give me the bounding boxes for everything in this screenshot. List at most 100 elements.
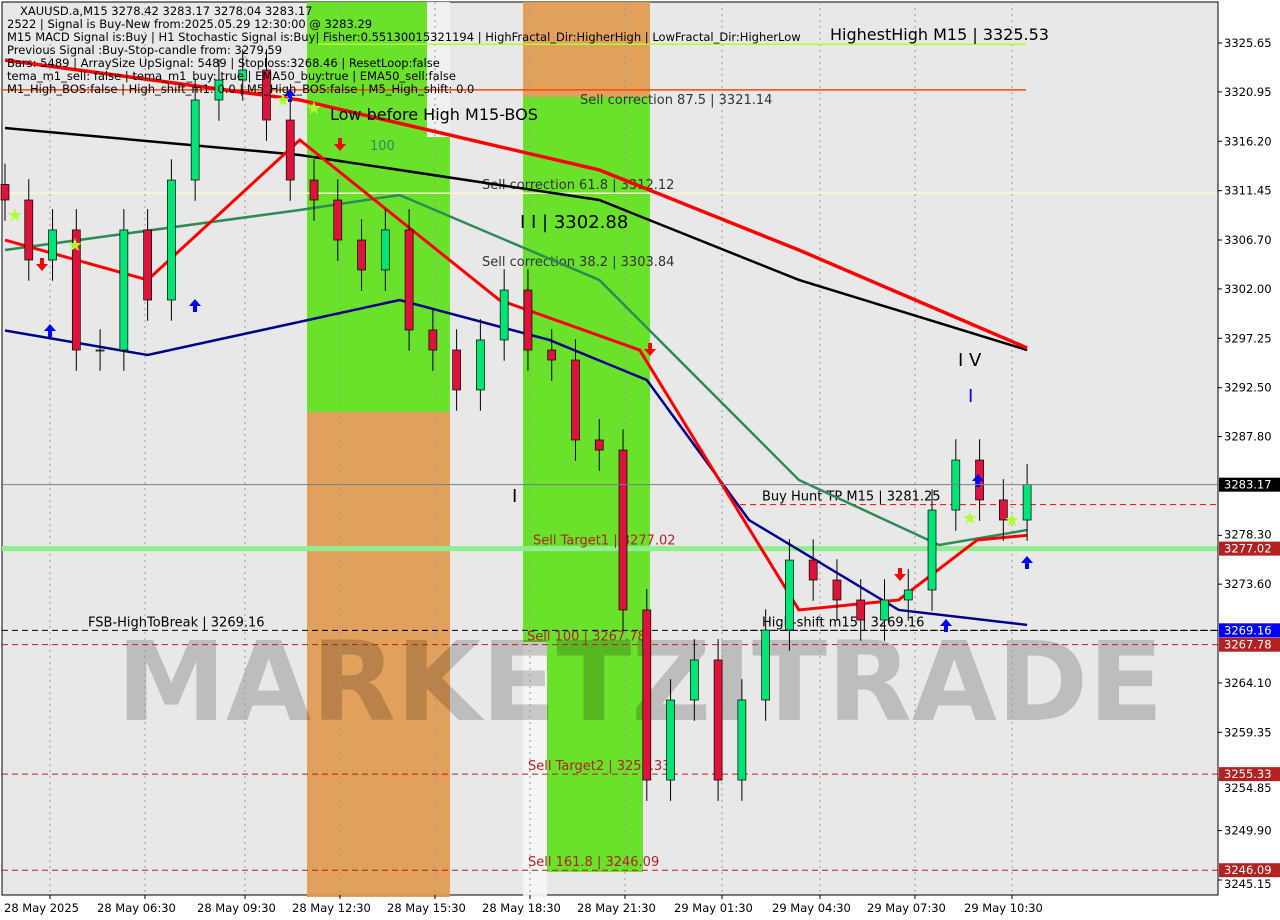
moving-average-line [4, 138, 1028, 612]
x-tick-label: 28 May 15:30 [387, 901, 466, 915]
info-line-tema: tema_m1_sell: false | tema_m1_buy: true … [7, 69, 456, 83]
star-icon: ★ [7, 205, 23, 226]
star-icon: ★ [962, 508, 978, 529]
candle-body [0, 184, 10, 201]
y-tick-label: 3264.10 [1224, 676, 1272, 690]
x-tick-label: 28 May 18:30 [482, 901, 561, 915]
price-tag-label: 3255.33 [1224, 767, 1272, 781]
level-label: Sell 161.8 | 3246.09 [528, 855, 659, 870]
price-tag-label: 3267.78 [1224, 638, 1272, 652]
star-icon: ★ [306, 98, 322, 119]
moving-average-line [4, 298, 1028, 627]
chart-annotation: 100 [370, 139, 395, 154]
buy-arrow-icon [940, 619, 952, 632]
level-label: Sell Target1 | 3277.02 [533, 534, 676, 549]
star-icon: ★ [275, 90, 291, 111]
x-tick-label: 28 May 09:30 [197, 901, 276, 915]
moving-average-line [4, 126, 1028, 352]
price-tag-label: 3283.17 [1224, 478, 1272, 492]
price-tag-label: 3277.02 [1224, 542, 1272, 556]
sell-arrow-icon [334, 138, 346, 151]
moving-average-line [4, 58, 1028, 350]
price-tag [1219, 477, 1280, 492]
candle-body [285, 119, 295, 181]
level-label: Buy Hunt TP M15 | 3281.25 [762, 490, 941, 505]
info-line-macd: M15 MACD Signal is:Buy | H1 Stochastic S… [7, 30, 801, 44]
candle-body [880, 599, 889, 621]
candle-body [357, 239, 366, 271]
candle-body [737, 699, 747, 781]
chart-annotation: Low before High M15-BOS [330, 105, 538, 124]
candle-body [927, 509, 937, 591]
candle-body [24, 199, 34, 261]
y-tick-label: 3245.15 [1224, 877, 1272, 891]
candle-body [71, 229, 81, 351]
price-tag [1219, 637, 1280, 652]
y-tick-label: 3273.60 [1224, 577, 1272, 591]
candle-body [499, 289, 509, 341]
candle-body [238, 69, 248, 81]
candle-body [689, 659, 699, 701]
x-tick-label: 28 May 21:30 [577, 901, 656, 915]
level-label: Sell correction 38.2 | 3303.84 [482, 255, 674, 270]
y-tick-label: 3306.70 [1224, 233, 1272, 247]
zone-box [523, 97, 650, 642]
zone-box [547, 642, 643, 872]
candle-body [143, 229, 152, 301]
y-tick-label: 3292.50 [1224, 381, 1272, 395]
zone-box [307, 412, 450, 897]
candle-body [761, 629, 770, 701]
level-label: HighestHigh M15 | 3325.53 [830, 25, 1049, 44]
candle-body [666, 699, 675, 781]
info-line-bars: Bars: 5489 | ArraySize UpSignal: 5489 | … [7, 56, 440, 70]
zone-box [427, 2, 450, 137]
price-tag-label: 3246.09 [1224, 863, 1272, 877]
buy-arrow-icon [189, 299, 201, 312]
candle-body [856, 599, 866, 621]
info-line-previous: Previous Signal :Buy-Stop-candle from: 3… [7, 43, 283, 57]
y-tick-label: 3287.80 [1224, 430, 1272, 444]
watermark: MARKETZITRADE [117, 618, 1164, 746]
price-tag [1219, 767, 1280, 782]
y-tick-label: 3316.20 [1224, 134, 1272, 148]
candle-body [119, 229, 129, 351]
candle-body [903, 589, 913, 601]
buy-arrow-icon [44, 324, 56, 337]
candle-body [190, 99, 200, 181]
x-tick-label: 29 May 04:30 [772, 901, 851, 915]
candle-body [380, 229, 390, 271]
candle-body [1022, 484, 1032, 521]
zone-box [523, 2, 650, 97]
level-label: FSB-HighToBreak | 3269.16 [88, 615, 265, 630]
x-tick-label: 29 May 07:30 [867, 901, 946, 915]
candle-body [642, 609, 652, 781]
candle-body [571, 359, 580, 441]
y-tick-label: 3311.45 [1224, 184, 1272, 198]
candle-body [167, 179, 176, 301]
chart-title: XAUUSD.a,M15 3278.42 3283.17 3278.04 328… [20, 4, 313, 18]
level-label: Sell 100 | 3267.78 [527, 630, 646, 645]
zone-box [523, 642, 547, 897]
x-tick-label: 28 May 06:30 [97, 901, 176, 915]
candle-body [452, 349, 461, 391]
y-tick-label: 3254.85 [1224, 781, 1272, 795]
candle-body [547, 349, 557, 361]
chart-annotation: I V [958, 350, 982, 371]
y-tick-label: 3320.95 [1224, 85, 1272, 99]
sell-arrow-icon [894, 568, 906, 581]
y-tick-label: 3249.90 [1224, 824, 1272, 838]
y-tick-label: 3259.35 [1224, 725, 1272, 739]
candle-body [594, 439, 604, 451]
chart-annotation: I [968, 386, 973, 407]
candle-body [998, 499, 1008, 521]
candle-body [48, 229, 57, 261]
y-tick-label: 3325.65 [1224, 36, 1272, 50]
candle-body [404, 229, 414, 331]
level-label: Sell Target2 | 3255.33 [528, 759, 671, 774]
candle-body [95, 349, 105, 352]
candle-body [713, 659, 723, 781]
candle-body [832, 579, 842, 601]
candle-body [428, 329, 438, 351]
sell-arrow-icon [36, 258, 48, 271]
